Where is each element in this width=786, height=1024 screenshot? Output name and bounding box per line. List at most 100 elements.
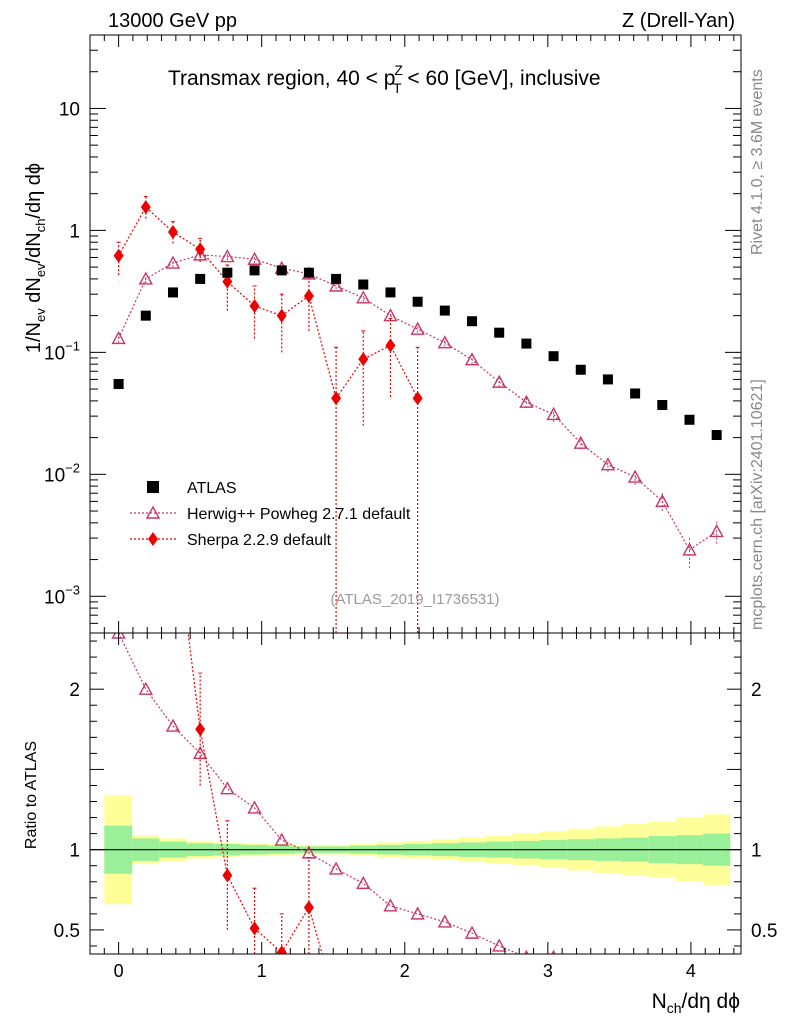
atlas-point (113, 379, 124, 390)
atlas-point (575, 364, 586, 375)
ratio-axes: 0 1 2 3 4 0.5 0.5 1 1 2 2 (54, 633, 777, 981)
atlas-point (548, 351, 559, 362)
herwig-point (111, 330, 126, 345)
herwig-point (410, 321, 425, 335)
herwig-point (247, 251, 262, 265)
herwig-point (600, 457, 616, 471)
herwig-ratio-point (410, 906, 425, 920)
sherpa-ratio-point (249, 921, 260, 936)
herwig-point (682, 542, 697, 556)
herwig-ratio-point (220, 781, 235, 795)
herwig-ratio-point (328, 861, 344, 875)
atlas-point (602, 374, 613, 385)
legend-sherpa-label: Sherpa 2.2.9 default (187, 532, 332, 549)
herwig-point (655, 493, 670, 508)
sherpa-point (412, 391, 423, 406)
ratio-tick-label: 0.5 (54, 921, 80, 942)
herwig-point (328, 278, 344, 292)
sherpa-point (222, 274, 233, 289)
rivet-label: Rivet 4.1.0, ≥ 3.6M events (749, 69, 766, 255)
title-pre: Transmax region, 40 < p (168, 67, 395, 90)
atlas-point (385, 287, 396, 298)
ratio-tick-label-right: 1 (751, 841, 762, 862)
main-panel: 10 1 10−1 10−2 10−3 Transmax region, 40 < pZ… (44, 34, 742, 634)
herwig-point (437, 335, 453, 349)
sherpa-point (249, 298, 260, 313)
main-axes: 10 1 10−1 10−2 10−3 (44, 34, 741, 634)
herwig-ratio-point (247, 800, 262, 814)
sherpa-point (195, 242, 206, 257)
ratio-tick-label-right: 0.5 (751, 921, 777, 942)
sherpa-point (331, 391, 342, 406)
herwig-ratio-line (118, 633, 521, 954)
ratio-series-group (111, 506, 723, 989)
sherpa-ratio-point (195, 722, 206, 737)
atlas-point (711, 430, 722, 441)
sherpa-point (140, 200, 151, 215)
sherpa-point (113, 248, 124, 263)
herwig-point (220, 249, 235, 263)
legend-atlas-marker (147, 481, 159, 493)
legend-sherpa-marker (148, 532, 158, 546)
y-axis-title: 1/Nev dNev/dNch/dη dϕ (23, 163, 48, 353)
analysis-watermark: (ATLAS_2019_I1736531) (330, 591, 499, 608)
legend-atlas-label: ATLAS (187, 480, 237, 497)
sherpa-point (167, 225, 178, 240)
ratio-panel: 0 1 2 3 4 0.5 0.5 1 1 2 2 (54, 506, 777, 989)
x-tick-label: 4 (686, 961, 696, 981)
ratio-tick-label: 2 (69, 680, 80, 701)
title-sub: T (393, 80, 402, 96)
sherpa-ratio-point (276, 945, 287, 954)
herwig-point (519, 394, 534, 408)
legend: ATLAS Herwig++ Powheg 2.7.1 default Sher… (130, 480, 411, 549)
atlas-point (222, 267, 233, 278)
herwig-point (165, 255, 181, 269)
atlas-point (439, 305, 450, 316)
atlas-point (657, 400, 668, 411)
herwig-point (356, 290, 371, 304)
herwig-point (627, 469, 643, 483)
herwig-point (464, 352, 480, 366)
atlas-point (521, 338, 532, 349)
herwig-ratio-point (492, 938, 507, 952)
y-tick-label: 10−2 (44, 460, 80, 486)
x-tick-label: 3 (543, 961, 553, 981)
atlas-point (467, 316, 478, 327)
sherpa-point (385, 338, 396, 353)
herwig-point (709, 524, 724, 538)
ratio-tick-label: 1 (69, 841, 80, 862)
sherpa-line (118, 206, 419, 400)
x-tick-label: 2 (400, 961, 410, 981)
herwig-ratio-point (524, 949, 529, 954)
legend-herwig-marker (145, 505, 161, 519)
atlas-point (249, 265, 260, 276)
mcplots-label: mcplots.cern.ch [arXiv:2401.10621] (749, 379, 766, 630)
herwig-ratio-point (192, 745, 208, 760)
sherpa-ratio-point (168, 506, 178, 520)
sherpa-ratio-point (303, 900, 314, 915)
y-tick-label: 1 (69, 221, 80, 242)
sherpa-point (276, 308, 287, 323)
main-plot-area (111, 195, 724, 633)
sherpa-ratio-point (222, 868, 233, 883)
herwig-point (138, 271, 153, 285)
atlas-point (276, 265, 287, 276)
title-sup: Z (394, 62, 403, 78)
atlas-point (630, 388, 641, 399)
ratio-axis-title: Ratio to ATLAS (23, 741, 40, 849)
ratio-plot-area (90, 506, 741, 989)
energy-label: 13000 GeV pp (108, 10, 237, 32)
herwig-ratio-point (437, 914, 453, 928)
atlas-point (358, 279, 369, 290)
herwig-ratio-point (711, 978, 723, 989)
sherpa-point (358, 352, 369, 367)
y-tick-label: 10 (59, 99, 80, 120)
herwig-ratio-point (575, 964, 587, 975)
sherpa-point (303, 288, 314, 303)
y-tick-label: 10−3 (44, 582, 80, 608)
herwig-ratio-point (165, 718, 181, 732)
herwig-ratio-point (383, 898, 398, 912)
ratio-frame (89, 632, 742, 955)
atlas-point (331, 273, 342, 284)
herwig-ratio-point (464, 925, 480, 939)
